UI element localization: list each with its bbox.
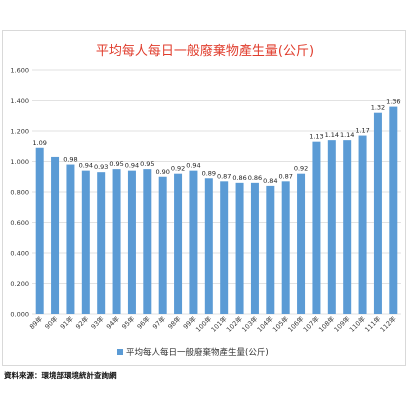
x-tick-label: 93年 xyxy=(89,314,106,331)
x-tick-label: 90年 xyxy=(43,314,60,331)
x-tick-label: 92年 xyxy=(73,314,90,331)
bar xyxy=(112,169,121,314)
y-tick-label: 1.600 xyxy=(10,67,29,75)
data-label: 1.36 xyxy=(386,98,400,106)
data-label: 0.90 xyxy=(155,168,169,176)
bar xyxy=(174,173,183,314)
data-label: 0.92 xyxy=(294,165,308,173)
data-label: 1.14 xyxy=(325,131,339,139)
bar xyxy=(266,185,275,314)
x-tick-label: 102年 xyxy=(224,314,244,334)
x-tick-label: 106年 xyxy=(286,314,306,334)
bar xyxy=(81,170,90,314)
bar xyxy=(281,181,290,314)
bar xyxy=(35,147,44,314)
x-tick-label: 105年 xyxy=(270,314,290,334)
x-tick-label: 100年 xyxy=(193,314,213,334)
data-label: 0.87 xyxy=(217,172,231,180)
bar xyxy=(312,141,321,314)
bar xyxy=(250,182,259,314)
legend-swatch xyxy=(117,349,123,355)
bar xyxy=(389,106,398,314)
bar xyxy=(297,173,306,314)
data-label: 0.84 xyxy=(263,177,277,185)
y-tick-label: 1.400 xyxy=(10,97,29,105)
x-tick-label: 89年 xyxy=(27,314,44,331)
bar xyxy=(373,112,382,314)
data-labels: 1.090.980.94 0.93 0.95 0.94 0.950.90 0.92 0.94… xyxy=(32,98,400,185)
x-tick-label: 96年 xyxy=(135,314,152,331)
data-label: 0.94 xyxy=(125,162,139,170)
data-label: 0.87 xyxy=(278,172,292,180)
y-tick-label: 0.200 xyxy=(10,280,29,288)
data-label: 1.14 xyxy=(340,131,354,139)
y-tick-label: 0.400 xyxy=(10,250,29,258)
bar xyxy=(204,178,213,314)
y-tick-label: 0.800 xyxy=(10,189,29,197)
y-axis-ticks: 0.000 0.200 0.400 0.600 0.800 1.000 1.200 1.400… xyxy=(10,67,29,319)
data-label: 1.32 xyxy=(371,104,385,112)
bar xyxy=(343,140,352,314)
y-tick-label: 0.600 xyxy=(10,219,29,227)
bar xyxy=(358,135,367,314)
x-tick-label: 95年 xyxy=(120,314,137,331)
x-axis-ticks: 89年 90年 91年 92年 93年 94年 95年 96年 97年 98年 99年100年101… xyxy=(27,314,398,334)
data-label: 1.09 xyxy=(32,139,46,147)
bar xyxy=(97,172,106,314)
x-tick-label: 103年 xyxy=(240,314,260,334)
data-label: 0.94 xyxy=(186,162,200,170)
y-tick-label: 1.200 xyxy=(10,128,29,136)
chart-frame xyxy=(2,30,406,366)
x-tick-label: 110年 xyxy=(347,314,367,334)
x-tick-label: 98年 xyxy=(166,314,183,331)
y-tick-label: 0.000 xyxy=(10,311,29,319)
chart-title: 平均每人每日一般廢棄物產生量(公斤) xyxy=(95,44,315,59)
gridlines xyxy=(32,69,401,315)
bar xyxy=(189,170,198,314)
bar xyxy=(66,164,75,314)
bar xyxy=(127,170,136,314)
y-tick-label: 1.000 xyxy=(10,158,29,166)
x-tick-label: 97年 xyxy=(150,314,167,331)
data-label: 0.95 xyxy=(140,160,154,168)
x-tick-label: 112年 xyxy=(378,314,398,334)
x-tick-label: 109年 xyxy=(332,314,352,334)
x-tick-label: 94年 xyxy=(104,314,121,331)
data-label: 0.94 xyxy=(79,162,93,170)
legend-label: 平均每人每日一般廢棄物產生量(公斤) xyxy=(126,347,269,358)
data-label: 0.98 xyxy=(63,156,77,164)
x-tick-label: 107年 xyxy=(301,314,321,334)
x-tick-label: 104年 xyxy=(255,314,275,334)
x-tick-label: 101年 xyxy=(209,314,229,334)
source-note: 資料來源：環境部環境統計查詢網 xyxy=(4,371,117,380)
data-label: 0.86 xyxy=(232,174,246,182)
bar xyxy=(51,156,60,314)
bars xyxy=(35,106,398,314)
legend: 平均每人每日一般廢棄物產生量(公斤) xyxy=(117,347,269,358)
data-label: 0.92 xyxy=(171,165,185,173)
data-label: 1.13 xyxy=(309,133,323,141)
data-label: 0.86 xyxy=(248,174,262,182)
bar xyxy=(220,181,229,314)
x-tick-label: 108年 xyxy=(316,314,336,334)
data-label: 0.95 xyxy=(109,160,123,168)
bar xyxy=(327,140,336,314)
data-label: 0.93 xyxy=(94,163,108,171)
bar xyxy=(143,169,152,314)
x-tick-label: 111年 xyxy=(363,314,383,334)
x-tick-label: 91年 xyxy=(58,314,75,331)
bar xyxy=(235,182,244,314)
data-label: 0.89 xyxy=(202,169,216,177)
data-label: 1.17 xyxy=(355,127,369,135)
bar xyxy=(158,176,167,314)
